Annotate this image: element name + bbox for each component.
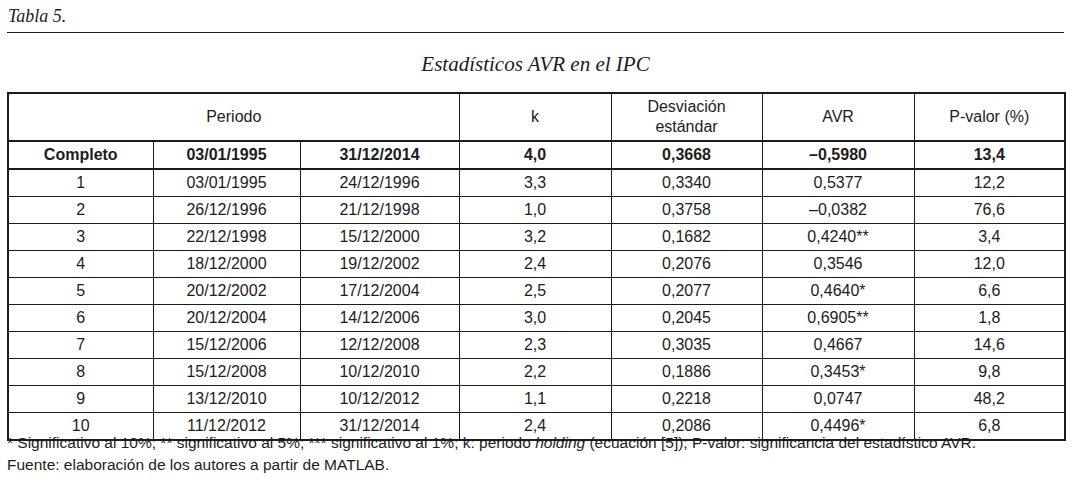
cell-pvalor: 9,8 — [914, 359, 1065, 386]
significance-note-text: * Significativo al 10%; ** significativo… — [7, 434, 535, 451]
cell-avr: 0,5377 — [762, 169, 914, 197]
table-row-completo: Completo 03/01/1995 31/12/2014 4,0 0,366… — [8, 141, 1065, 169]
cell-start-date: 15/12/2008 — [153, 359, 300, 386]
header-k: k — [459, 93, 611, 141]
table-row: 1 03/01/1995 24/12/1996 3,3 0,3340 0,537… — [8, 169, 1065, 197]
cell-sd: 0,3340 — [611, 169, 762, 197]
cell-start-date: 18/12/2000 — [153, 251, 300, 278]
cell-end-date: 19/12/2002 — [300, 251, 459, 278]
cell-end-date: 31/12/2014 — [300, 141, 459, 169]
cell-sd: 0,3668 — [611, 141, 762, 169]
cell-period-label: 2 — [8, 197, 153, 224]
cell-sd: 0,3035 — [611, 332, 762, 359]
header-desviacion: Desviación estándar — [611, 93, 762, 141]
cell-avr: 0,4240** — [762, 224, 914, 251]
cell-period-label: 7 — [8, 332, 153, 359]
cell-pvalor: 12,0 — [914, 251, 1065, 278]
table-label: Tabla 5. — [8, 6, 66, 27]
cell-start-date: 20/12/2004 — [153, 305, 300, 332]
cell-start-date: 03/01/1995 — [153, 169, 300, 197]
significance-note: * Significativo al 10%; ** significativo… — [7, 432, 1064, 454]
avr-statistics-table: Periodo k Desviación estándar AVR P-valo… — [7, 92, 1066, 441]
cell-sd: 0,2076 — [611, 251, 762, 278]
table-row: 9 13/12/2010 10/12/2012 1,1 0,2218 0,074… — [8, 386, 1065, 413]
cell-end-date: 10/12/2010 — [300, 359, 459, 386]
significance-note-text-2: (ecuación [5]); P-valor: significancia d… — [585, 434, 976, 451]
table-row: 7 15/12/2006 12/12/2008 2,3 0,3035 0,466… — [8, 332, 1065, 359]
cell-end-date: 24/12/1996 — [300, 169, 459, 197]
cell-end-date: 15/12/2000 — [300, 224, 459, 251]
source-note: Fuente: elaboración de los autores a par… — [7, 454, 1064, 476]
cell-start-date: 03/01/1995 — [153, 141, 300, 169]
table-row: 2 26/12/1996 21/12/1998 1,0 0,3758 –0,03… — [8, 197, 1065, 224]
cell-pvalor: 12,2 — [914, 169, 1065, 197]
header-periodo: Periodo — [8, 93, 459, 141]
cell-k: 2,3 — [459, 332, 611, 359]
cell-k: 3,0 — [459, 305, 611, 332]
cell-period-label: 8 — [8, 359, 153, 386]
cell-pvalor: 76,6 — [914, 197, 1065, 224]
table-header-row: Periodo k Desviación estándar AVR P-valo… — [8, 93, 1065, 141]
cell-pvalor: 13,4 — [914, 141, 1065, 169]
table-notes: * Significativo al 10%; ** significativo… — [7, 432, 1064, 477]
cell-end-date: 12/12/2008 — [300, 332, 459, 359]
cell-start-date: 15/12/2006 — [153, 332, 300, 359]
header-pvalor: P-valor (%) — [914, 93, 1065, 141]
cell-start-date: 22/12/1998 — [153, 224, 300, 251]
table-row: 5 20/12/2002 17/12/2004 2,5 0,2077 0,464… — [8, 278, 1065, 305]
cell-period-label: 1 — [8, 169, 153, 197]
cell-sd: 0,1682 — [611, 224, 762, 251]
cell-pvalor: 3,4 — [914, 224, 1065, 251]
cell-avr: –0,5980 — [762, 141, 914, 169]
cell-pvalor: 6,6 — [914, 278, 1065, 305]
cell-pvalor: 48,2 — [914, 386, 1065, 413]
cell-avr: 0,0747 — [762, 386, 914, 413]
cell-k: 2,4 — [459, 251, 611, 278]
table-row: 8 15/12/2008 10/12/2010 2,2 0,1886 0,345… — [8, 359, 1065, 386]
top-rule — [7, 32, 1064, 33]
header-avr: AVR — [762, 93, 914, 141]
cell-pvalor: 14,6 — [914, 332, 1065, 359]
table-row: 3 22/12/1998 15/12/2000 3,2 0,1682 0,424… — [8, 224, 1065, 251]
cell-k: 1,0 — [459, 197, 611, 224]
cell-avr: 0,4640* — [762, 278, 914, 305]
table-row: 4 18/12/2000 19/12/2002 2,4 0,2076 0,354… — [8, 251, 1065, 278]
cell-k: 1,1 — [459, 386, 611, 413]
cell-sd: 0,3758 — [611, 197, 762, 224]
cell-sd: 0,1886 — [611, 359, 762, 386]
cell-k: 3,3 — [459, 169, 611, 197]
significance-note-italic: holding — [535, 434, 585, 451]
cell-end-date: 10/12/2012 — [300, 386, 459, 413]
table-title: Estadísticos AVR en el IPC — [0, 52, 1071, 77]
cell-avr: 0,3546 — [762, 251, 914, 278]
cell-k: 2,2 — [459, 359, 611, 386]
cell-sd: 0,2077 — [611, 278, 762, 305]
cell-pvalor: 1,8 — [914, 305, 1065, 332]
cell-period-label: Completo — [8, 141, 153, 169]
cell-sd: 0,2218 — [611, 386, 762, 413]
cell-end-date: 17/12/2004 — [300, 278, 459, 305]
cell-avr: –0,0382 — [762, 197, 914, 224]
cell-avr: 0,4667 — [762, 332, 914, 359]
cell-end-date: 14/12/2006 — [300, 305, 459, 332]
cell-period-label: 6 — [8, 305, 153, 332]
cell-k: 4,0 — [459, 141, 611, 169]
cell-sd: 0,2045 — [611, 305, 762, 332]
cell-period-label: 9 — [8, 386, 153, 413]
cell-start-date: 26/12/1996 — [153, 197, 300, 224]
cell-period-label: 3 — [8, 224, 153, 251]
cell-avr: 0,6905** — [762, 305, 914, 332]
table-row: 6 20/12/2004 14/12/2006 3,0 0,2045 0,690… — [8, 305, 1065, 332]
cell-avr: 0,3453* — [762, 359, 914, 386]
page: Tabla 5. Estadísticos AVR en el IPC Peri… — [0, 0, 1071, 500]
cell-period-label: 4 — [8, 251, 153, 278]
cell-end-date: 21/12/1998 — [300, 197, 459, 224]
cell-k: 2,5 — [459, 278, 611, 305]
cell-start-date: 13/12/2010 — [153, 386, 300, 413]
cell-period-label: 5 — [8, 278, 153, 305]
cell-k: 3,2 — [459, 224, 611, 251]
cell-start-date: 20/12/2002 — [153, 278, 300, 305]
